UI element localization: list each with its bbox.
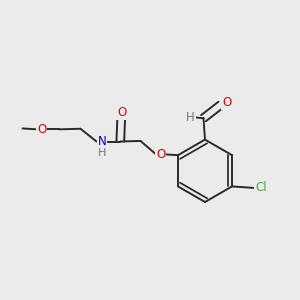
Text: Cl: Cl [255,182,267,194]
Text: O: O [117,106,126,119]
Text: O: O [37,123,46,136]
Text: H: H [98,148,106,158]
Text: H: H [186,111,195,124]
Text: N: N [98,135,106,148]
Text: O: O [156,148,165,161]
Text: O: O [222,96,231,109]
